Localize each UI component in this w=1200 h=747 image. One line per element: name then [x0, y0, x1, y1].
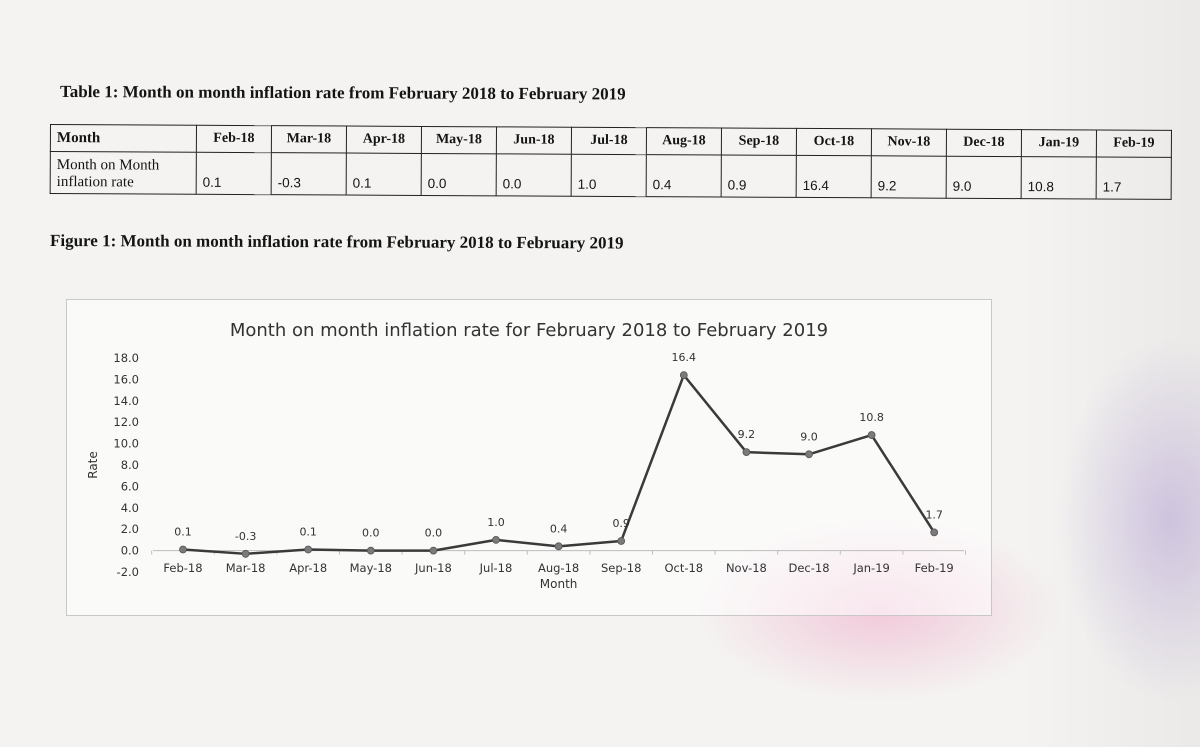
month-header-jul-18: Jul-18 — [571, 127, 647, 155]
month-header-nov-18: Nov-18 — [871, 128, 947, 157]
month-header-feb-19: Feb-19 — [1096, 129, 1172, 158]
data-label: 10.8 — [859, 411, 884, 424]
x-tick-label: Jan-19 — [852, 561, 890, 575]
inflation-value-sep-18: 0.9 — [721, 155, 797, 198]
x-tick-label: Feb-18 — [163, 561, 202, 575]
month-header-jan-19: Jan-19 — [1021, 129, 1097, 157]
inflation-series: 0.1 -0.3 0.1 0.0 0.0 1.0 0.4 0.9 16.4 9.2 9.0 10.8 1… — [174, 351, 943, 558]
data-point — [241, 549, 250, 558]
month-header-feb-18: Feb-18 — [196, 125, 272, 153]
y-tick-label: -2.0 — [117, 565, 139, 579]
data-point — [554, 542, 563, 551]
data-label: 9.0 — [800, 430, 818, 443]
line-chart: Month on month inflation rate for Februa… — [86, 320, 966, 591]
data-point — [679, 371, 688, 380]
month-header-may-18: May-18 — [421, 126, 497, 154]
data-label: 0.1 — [174, 526, 192, 539]
month-header-dec-18: Dec-18 — [946, 129, 1022, 157]
inflation-value-jun-18: 0.0 — [496, 153, 572, 197]
x-tick-label: Apr-18 — [289, 561, 327, 575]
x-tick-label: Aug-18 — [538, 561, 579, 575]
inflation-value-mar-18: -0.3 — [271, 152, 347, 196]
x-tick-label: Jul-18 — [479, 561, 513, 575]
data-point — [617, 537, 626, 545]
month-header-jun-18: Jun-18 — [496, 126, 572, 155]
y-tick-label: 10.0 — [113, 437, 139, 451]
inflation-value-nov-18: 9.2 — [871, 155, 947, 199]
inflation-value-oct-18: 16.4 — [796, 155, 872, 198]
y-tick-label: 8.0 — [121, 458, 139, 472]
data-label: 0.0 — [362, 527, 380, 540]
data-point — [867, 431, 876, 439]
inflation-value-may-18: 0.0 — [421, 153, 497, 196]
y-tick-label: 2.0 — [121, 522, 139, 536]
inflation-table: Month Feb-18 Mar-18 Apr-18 May-18 Jun-18 Jul-… — [50, 124, 1172, 200]
data-label: 1.7 — [925, 508, 943, 521]
figure-caption: Figure 1: Month on month inflation rate … — [49, 231, 624, 253]
y-tick-label: 14.0 — [113, 394, 139, 408]
x-tick-label: Jun-18 — [414, 561, 452, 575]
y-tick-label: 0.0 — [121, 544, 139, 558]
inflation-value-feb-19: 1.7 — [1096, 156, 1172, 200]
y-tick-label: 6.0 — [121, 479, 139, 493]
data-label: -0.3 — [235, 530, 256, 543]
month-header-apr-18: Apr-18 — [346, 126, 422, 154]
x-tick-label: Dec-18 — [788, 561, 829, 575]
data-label: 0.9 — [612, 517, 630, 530]
y-tick-label: 16.0 — [113, 372, 139, 386]
data-label: 0.0 — [425, 527, 443, 540]
data-point — [742, 448, 751, 457]
x-tick-label: Sep-18 — [601, 561, 641, 575]
inflation-row-label: Month on Month inflation rate — [50, 151, 197, 195]
data-point — [930, 528, 939, 537]
x-tick-label: Oct-18 — [664, 561, 703, 575]
data-label: 1.0 — [487, 516, 505, 529]
x-tick-label: Feb-19 — [915, 561, 954, 575]
chart-axes: -2.0 0.0 2.0 4.0 6.0 8.0 10.0 12.0 14.0 16.0 18.0 F… — [113, 351, 966, 579]
data-label: 0.1 — [299, 526, 317, 539]
x-tick-label: May-18 — [350, 561, 392, 575]
inflation-value-apr-18: 0.1 — [346, 153, 422, 196]
chart-title: Month on month inflation rate for Februa… — [230, 320, 828, 341]
month-header-mar-18: Mar-18 — [271, 125, 347, 154]
y-tick-label: 4.0 — [121, 501, 139, 515]
data-point — [429, 546, 438, 555]
month-header-sep-18: Sep-18 — [721, 128, 797, 156]
chart-frame: Month on month inflation rate for Februa… — [66, 299, 992, 616]
table-caption: Table 1: Month on month inflation rate f… — [59, 82, 626, 104]
inflation-value-jul-18: 1.0 — [571, 154, 647, 197]
data-point — [304, 545, 313, 554]
month-column-label: Month — [50, 124, 197, 153]
inflation-value-aug-18: 0.4 — [646, 154, 722, 198]
data-point — [492, 535, 500, 544]
y-axis-label: Rate — [86, 451, 100, 479]
data-point — [179, 545, 187, 554]
data-label: 9.2 — [738, 428, 756, 441]
month-header-oct-18: Oct-18 — [796, 128, 872, 156]
month-header-aug-18: Aug-18 — [646, 127, 722, 156]
data-label: 0.4 — [550, 522, 568, 535]
table-values-row: Month on Month inflation rate 0.1 -0.3 0.1… — [50, 151, 1172, 200]
data-label: 16.4 — [672, 351, 697, 364]
data-point — [366, 546, 375, 555]
y-tick-label: 18.0 — [113, 351, 139, 365]
y-tick-label: 12.0 — [113, 415, 139, 429]
x-tick-label: Nov-18 — [726, 561, 767, 575]
inflation-value-feb-18: 0.1 — [196, 152, 272, 195]
inflation-value-jan-19: 10.8 — [1021, 156, 1097, 199]
x-tick-label: Mar-18 — [226, 561, 266, 575]
data-point — [805, 450, 813, 459]
inflation-value-dec-18: 9.0 — [946, 156, 1022, 199]
x-axis-label: Month — [540, 577, 578, 591]
